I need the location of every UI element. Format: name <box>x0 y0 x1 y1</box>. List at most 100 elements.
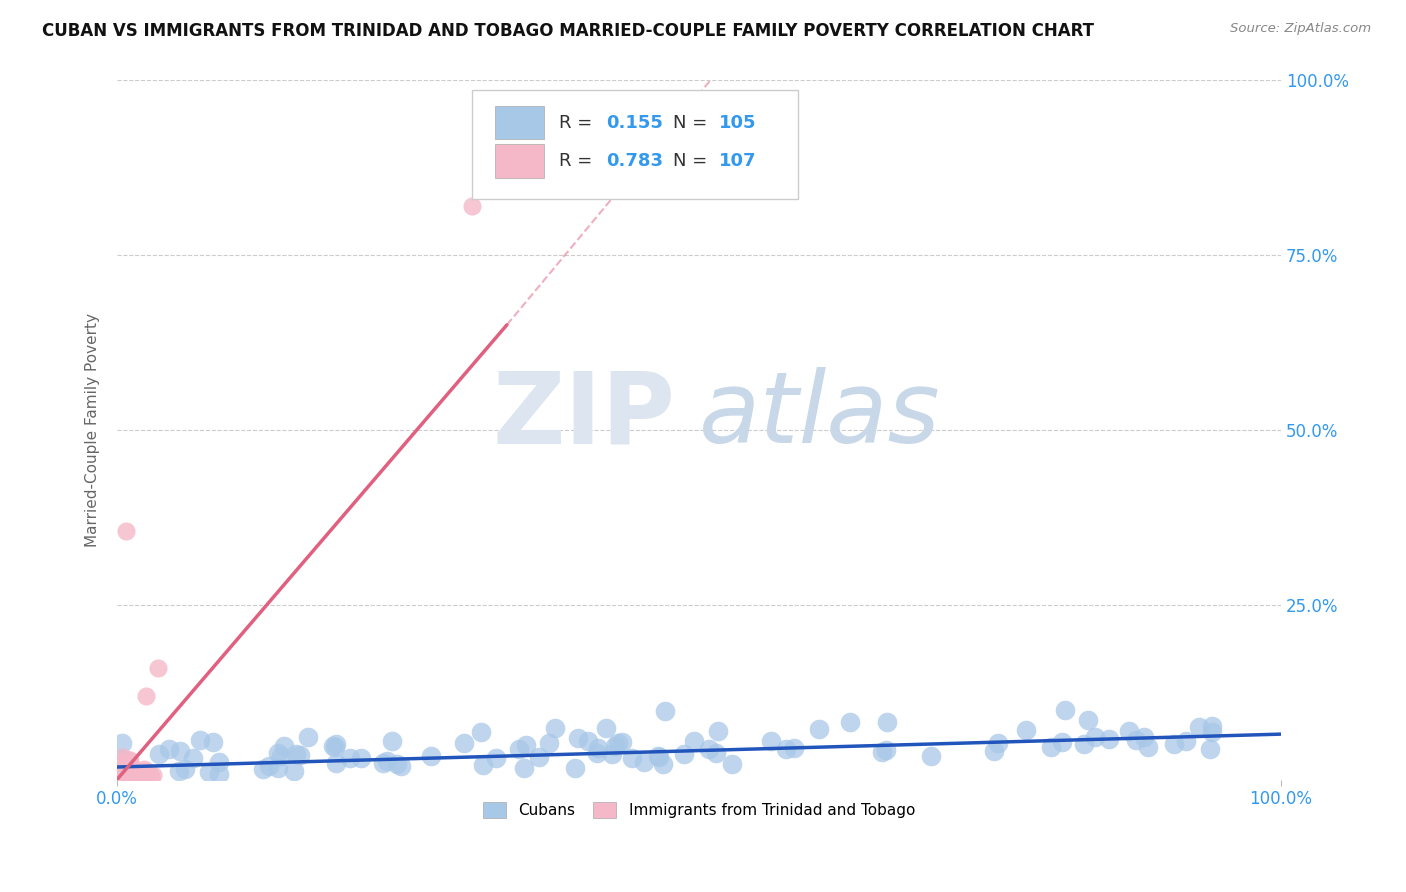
Point <box>115 524 138 539</box>
Point <box>169 744 191 758</box>
Point <box>107 764 129 778</box>
Point <box>134 772 156 786</box>
Point <box>807 723 830 737</box>
Point <box>125 771 148 785</box>
Point <box>110 771 132 785</box>
Point <box>107 765 129 780</box>
Point <box>1118 723 1140 738</box>
Point <box>121 768 143 782</box>
Point <box>118 753 141 767</box>
Point <box>115 769 138 783</box>
Point <box>112 770 135 784</box>
Point <box>108 772 131 787</box>
Point <box>136 764 159 779</box>
Point <box>485 751 508 765</box>
Point <box>115 769 138 783</box>
Point <box>115 764 138 779</box>
Point <box>544 721 567 735</box>
Point <box>371 756 394 771</box>
Text: 107: 107 <box>718 153 756 170</box>
Point <box>648 749 671 764</box>
Point <box>115 762 138 776</box>
Point <box>1073 737 1095 751</box>
Point <box>586 740 609 755</box>
Y-axis label: Married-Couple Family Poverty: Married-Couple Family Poverty <box>86 313 100 547</box>
Point <box>135 689 157 703</box>
Point <box>120 764 142 778</box>
Point <box>117 762 139 776</box>
Text: R =: R = <box>560 153 599 170</box>
FancyBboxPatch shape <box>472 90 797 199</box>
Point <box>115 769 138 783</box>
Point <box>1163 737 1185 751</box>
Point <box>775 742 797 756</box>
Point <box>111 769 134 783</box>
Point <box>107 771 129 785</box>
Point <box>759 734 782 748</box>
Point <box>120 772 142 786</box>
Point <box>267 761 290 775</box>
Point <box>108 771 131 785</box>
Point <box>1198 742 1220 756</box>
Point <box>118 757 141 772</box>
Point <box>142 768 165 782</box>
Point <box>114 767 136 781</box>
Point <box>128 772 150 787</box>
Point <box>621 751 644 765</box>
Point <box>105 764 128 779</box>
Text: Source: ZipAtlas.com: Source: ZipAtlas.com <box>1230 22 1371 36</box>
Point <box>707 724 730 739</box>
Point <box>111 757 134 772</box>
Point <box>108 760 131 774</box>
Point <box>1174 734 1197 748</box>
Point <box>128 771 150 785</box>
Point <box>208 767 231 781</box>
Point <box>297 730 319 744</box>
Point <box>122 765 145 780</box>
Point <box>118 763 141 777</box>
Point <box>1125 732 1147 747</box>
Point <box>105 764 128 779</box>
Point <box>107 766 129 780</box>
Point <box>124 763 146 777</box>
Point <box>120 770 142 784</box>
Point <box>121 760 143 774</box>
Point <box>122 764 145 779</box>
Point <box>1133 731 1156 745</box>
Point <box>121 771 143 785</box>
Point <box>112 772 135 786</box>
Point <box>115 764 138 778</box>
Point <box>110 771 132 785</box>
Point <box>108 764 131 778</box>
Point <box>111 768 134 782</box>
Point <box>110 756 132 771</box>
Point <box>1050 735 1073 749</box>
Legend: Cubans, Immigrants from Trinidad and Tobago: Cubans, Immigrants from Trinidad and Tob… <box>477 797 921 824</box>
Point <box>633 755 655 769</box>
Point <box>120 763 142 777</box>
Point <box>112 772 135 787</box>
Point <box>115 763 138 777</box>
Point <box>697 741 720 756</box>
Point <box>339 751 361 765</box>
Point <box>567 731 589 746</box>
Point <box>1077 713 1099 727</box>
Point <box>188 733 211 747</box>
Point <box>120 762 142 776</box>
Point <box>124 769 146 783</box>
Point <box>110 769 132 783</box>
Point <box>111 772 134 786</box>
Point <box>134 762 156 776</box>
Point <box>273 739 295 754</box>
Point <box>114 771 136 785</box>
Point <box>420 749 443 764</box>
Point <box>576 734 599 748</box>
Point <box>112 765 135 780</box>
Point <box>110 769 132 783</box>
Text: 0.783: 0.783 <box>606 153 662 170</box>
Point <box>267 746 290 760</box>
Point <box>108 758 131 772</box>
Point <box>157 741 180 756</box>
Point <box>1014 723 1036 738</box>
Point <box>107 768 129 782</box>
